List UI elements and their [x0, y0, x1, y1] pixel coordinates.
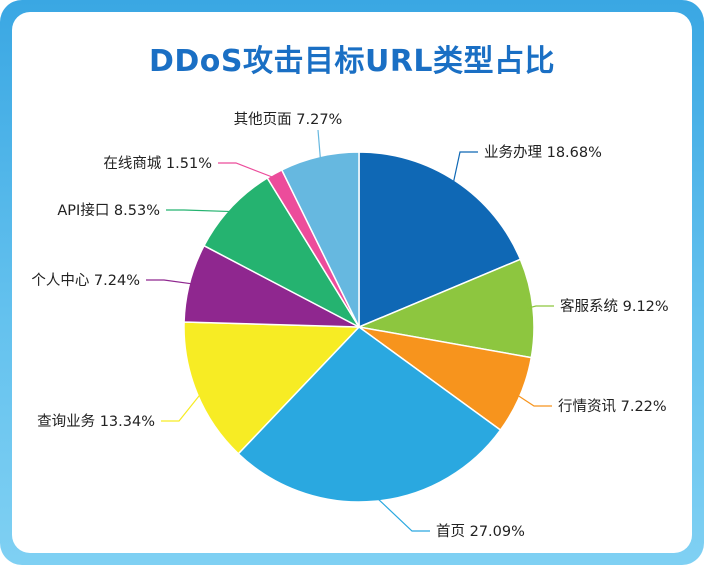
slice-label: 首页 27.09%	[436, 523, 525, 540]
pie-slice	[280, 151, 360, 328]
slice-label: 其他页面 7.27%	[234, 111, 343, 128]
leader-line	[452, 151, 478, 187]
slice-label: 个人中心 7.24%	[31, 272, 140, 289]
slice-label: 客服系统 9.12%	[560, 298, 669, 315]
leader-line	[166, 209, 236, 213]
pie-slice	[237, 326, 502, 503]
leader-line	[146, 279, 196, 285]
pie-slice	[183, 321, 361, 455]
leader-line	[514, 392, 552, 407]
leader-line	[161, 391, 204, 422]
chart-title: DDoS攻击目标URL类型占比	[148, 44, 556, 79]
pie-slice	[356, 258, 535, 359]
slice-label: 查询业务 13.34%	[37, 413, 155, 430]
leader-line	[526, 305, 554, 309]
slice-label: 行情资讯 7.22%	[558, 398, 667, 415]
pie-slice	[203, 176, 362, 329]
leader-line	[373, 494, 430, 532]
pie-slice	[358, 151, 522, 329]
slice-label: 业务办理 18.68%	[484, 144, 602, 161]
leader-line	[218, 162, 278, 180]
leader-line	[317, 129, 322, 163]
slice-label: API接口 8.53%	[57, 202, 160, 219]
slice-label: 在线商城 1.51%	[103, 155, 212, 172]
